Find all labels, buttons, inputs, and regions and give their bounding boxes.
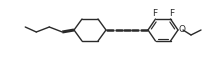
Text: F: F (169, 9, 175, 18)
Text: O: O (178, 26, 186, 34)
Text: F: F (152, 9, 157, 18)
